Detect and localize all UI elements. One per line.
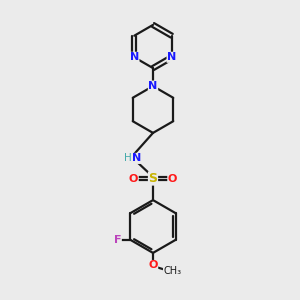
Text: N: N bbox=[167, 52, 176, 62]
Text: O: O bbox=[129, 173, 138, 184]
Text: N: N bbox=[133, 153, 142, 164]
Text: CH₃: CH₃ bbox=[164, 266, 181, 277]
Text: F: F bbox=[114, 235, 121, 245]
Text: H: H bbox=[124, 153, 132, 164]
Text: S: S bbox=[148, 172, 158, 185]
Text: N: N bbox=[148, 81, 158, 91]
Text: O: O bbox=[168, 173, 177, 184]
Text: O: O bbox=[148, 260, 158, 271]
Text: N: N bbox=[130, 52, 139, 62]
